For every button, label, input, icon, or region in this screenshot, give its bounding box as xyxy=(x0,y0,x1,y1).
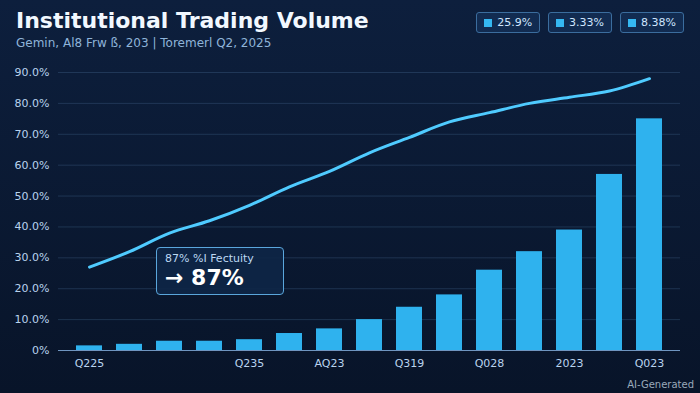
svg-text:10.0%: 10.0% xyxy=(15,313,50,326)
html-text:→ 87%: → 87% xyxy=(165,265,244,291)
html-text:Gemin, Al8 Frw ß, 203 | Toreme: Gemin, Al8 Frw ß, 203 | Toremerl Q2, 202… xyxy=(16,36,272,50)
svg-text:90.0%: 90.0% xyxy=(15,66,50,79)
html-text:Institutional Trading Volume: Institutional Trading Volume xyxy=(16,8,369,33)
svg-text:30.0%: 30.0% xyxy=(15,251,50,264)
svg-text:AQ23: AQ23 xyxy=(315,357,345,370)
svg-text:50.0%: 50.0% xyxy=(15,190,50,203)
svg-text:Q235: Q235 xyxy=(235,357,265,370)
svg-text:80.0%: 80.0% xyxy=(15,97,50,110)
svg-text:20.0%: 20.0% xyxy=(15,282,50,295)
svg-text:Q023: Q023 xyxy=(635,357,665,370)
svg-text:60.0%: 60.0% xyxy=(15,159,50,172)
svg-text:Q319: Q319 xyxy=(395,357,425,370)
svg-text:40.0%: 40.0% xyxy=(15,220,50,233)
svg-text:0%: 0% xyxy=(32,344,49,357)
svg-text:Q028: Q028 xyxy=(475,357,505,370)
html-text:87% %I Fectuity: 87% %I Fectuity xyxy=(165,252,254,266)
svg-text:2023: 2023 xyxy=(556,357,584,370)
html-text:3.33%: 3.33% xyxy=(569,16,604,29)
svg-text:70.0%: 70.0% xyxy=(15,128,50,141)
html-text:AI-Generated: AI-Generated xyxy=(627,379,694,390)
svg-text:Q225: Q225 xyxy=(75,357,105,370)
html-text:8.38%: 8.38% xyxy=(641,16,676,29)
html-text:25.9%: 25.9% xyxy=(497,16,533,29)
